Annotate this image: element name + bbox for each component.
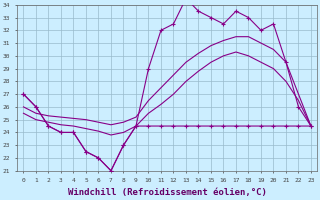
X-axis label: Windchill (Refroidissement éolien,°C): Windchill (Refroidissement éolien,°C) <box>68 188 267 197</box>
